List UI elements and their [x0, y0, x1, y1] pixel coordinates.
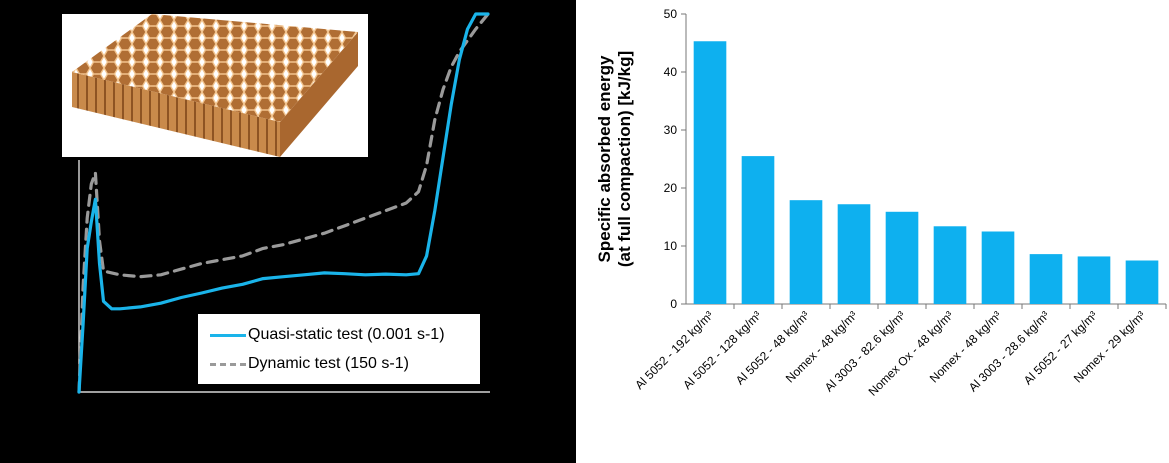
y-tick-label: 0: [670, 297, 677, 311]
line-series-quasi-static: [77, 12, 490, 394]
absorbed-energy-panel: 0 10 20 30 40 50 Al 5052 - 192 kg/m³ Al 5052 -…: [576, 0, 1169, 463]
stress-strain-plot: [77, 12, 490, 394]
bar: [933, 226, 967, 304]
bar: [981, 231, 1015, 304]
legend-label-quasi-static: Quasi-static test (0.001 s-1): [248, 326, 445, 343]
category-label: Nomex Ox - 48 kg/m³: [866, 308, 957, 399]
legend-item-quasi-static: Quasi-static test (0.001 s-1): [210, 322, 445, 348]
y-tick-label: 20: [664, 181, 678, 195]
bar: [1077, 256, 1111, 304]
honeycomb-image: [62, 14, 368, 157]
bar: [789, 200, 823, 304]
honeycomb-illustration: [72, 14, 358, 157]
legend-swatch-dynamic: [210, 362, 246, 366]
line-series-dynamic: [77, 12, 490, 394]
bar-series: [693, 41, 1167, 309]
category-label: Al 5052 - 192 kg/m³: [632, 308, 716, 392]
legend-swatch-quasi-static: [210, 333, 246, 337]
bar: [885, 211, 919, 304]
chart-legend: Quasi-static test (0.001 s-1) Dynamic te…: [198, 314, 480, 384]
bar: [693, 41, 727, 304]
bar: [837, 204, 871, 304]
bar: [1125, 260, 1159, 304]
y-tick-label: 50: [664, 7, 678, 21]
y-tick-label: 10: [664, 239, 678, 253]
y-tick-label: 40: [664, 65, 678, 79]
y-tick-label: 30: [664, 123, 678, 137]
bar: [741, 156, 775, 304]
legend-item-dynamic: Dynamic test (150 s-1): [210, 351, 409, 377]
y-axis-label: Specific absorbed energy(at full compact…: [595, 51, 634, 267]
plot-series: [77, 12, 490, 394]
legend-label-dynamic: Dynamic test (150 s-1): [248, 355, 409, 372]
bar-y-ticks: 0 10 20 30 40 50: [664, 7, 686, 311]
category-label: Al 3003 - 82.6 kg/m³: [822, 308, 908, 394]
category-label: Al 3003 - 28.6 kg/m³: [966, 308, 1052, 394]
stress-strain-panel: Quasi-static test (0.001 s-1) Dynamic te…: [0, 0, 576, 463]
bar: [1029, 254, 1063, 304]
